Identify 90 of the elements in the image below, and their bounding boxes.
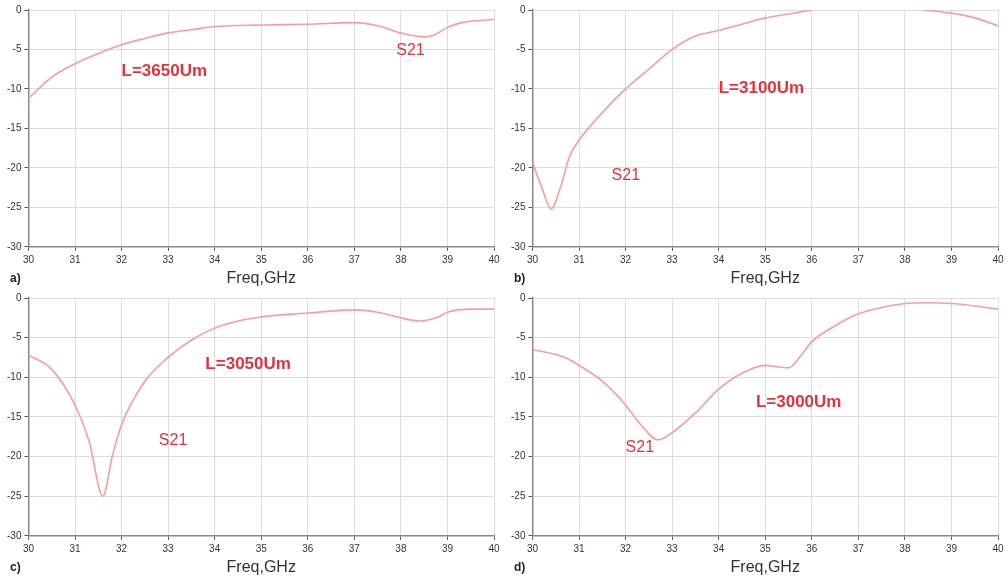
y-tick-label: -10 xyxy=(7,371,22,383)
y-tick-label: -5 xyxy=(516,331,526,343)
x-tick-label: 36 xyxy=(302,542,314,554)
y-tick-label: -25 xyxy=(511,489,526,501)
x-tick-label: 35 xyxy=(255,253,268,265)
x-tick-label: 38 xyxy=(899,253,911,265)
x-tick-label: 36 xyxy=(806,542,818,554)
x-axis-title: Freq,GHz xyxy=(730,268,800,286)
x-tick-label: 32 xyxy=(620,542,632,554)
y-tick-label: -15 xyxy=(511,122,526,134)
y-tick-label: -25 xyxy=(511,201,526,213)
x-tick-label: 30 xyxy=(526,542,539,554)
x-tick-label: 39 xyxy=(945,542,958,554)
y-tick-label: 0 xyxy=(15,291,22,303)
annotation: L=3050Um xyxy=(205,354,291,374)
x-tick-label: 39 xyxy=(945,253,958,265)
x-tick-label: 31 xyxy=(69,542,82,554)
x-tick-label: 33 xyxy=(162,253,175,265)
y-tick-label: -20 xyxy=(7,450,22,462)
x-tick-label: 33 xyxy=(666,542,679,554)
annotation: L=3100Um xyxy=(718,77,805,97)
x-tick-label: 40 xyxy=(992,253,1004,265)
x-tick-label: 32 xyxy=(620,253,632,265)
text: S21 xyxy=(611,166,641,184)
x-tick-label: 34 xyxy=(209,253,221,265)
y-tick-label: -15 xyxy=(511,410,526,422)
y-tick-label: -5 xyxy=(12,43,22,55)
series-label: S21 xyxy=(625,438,655,456)
x-tick-label: 31 xyxy=(69,253,82,265)
x-tick-label: 37 xyxy=(348,542,361,554)
y-tick-label: -20 xyxy=(511,161,526,173)
y-tick-label: -20 xyxy=(7,161,22,173)
x-tick-label: 40 xyxy=(488,253,500,265)
y-tick-label: -30 xyxy=(7,240,22,252)
x-tick-label: 34 xyxy=(713,253,725,265)
line-series xyxy=(28,18,494,100)
y-tick-label: -10 xyxy=(511,82,526,94)
x-tick-label: 38 xyxy=(395,253,407,265)
x-tick-label: 31 xyxy=(573,542,586,554)
text: d) xyxy=(514,560,526,574)
text: S21 xyxy=(158,431,188,449)
y-tick-label: 0 xyxy=(519,3,526,15)
x-tick-label: 34 xyxy=(209,542,221,554)
x-tick-label: 33 xyxy=(162,542,175,554)
annotation: L=3000Um xyxy=(755,392,842,412)
x-tick-label: 39 xyxy=(441,253,454,265)
y-tick-label: -10 xyxy=(7,82,22,94)
x-tick-label: 30 xyxy=(22,542,35,554)
y-tick-label: 0 xyxy=(519,291,526,303)
y-tick-label: -15 xyxy=(7,122,22,134)
text: b) xyxy=(514,271,526,285)
x-tick-label: 39 xyxy=(441,542,454,554)
x-axis-title: Freq,GHz xyxy=(226,557,296,575)
x-tick-label: 34 xyxy=(713,542,725,554)
x-tick-label: 36 xyxy=(302,253,314,265)
y-tick-label: -20 xyxy=(511,450,526,462)
annotation: L=3650Um xyxy=(121,61,208,81)
x-tick-label: 37 xyxy=(852,253,865,265)
series-label: S21 xyxy=(396,40,425,58)
x-tick-label: 38 xyxy=(395,542,407,554)
x-tick-label: 40 xyxy=(992,542,1004,554)
y-tick-label: -15 xyxy=(7,410,22,422)
x-tick-label: 33 xyxy=(666,253,679,265)
x-tick-label: 31 xyxy=(573,253,586,265)
text: a) xyxy=(10,271,21,285)
x-tick-label: 35 xyxy=(255,542,268,554)
y-tick-label: -5 xyxy=(516,43,526,55)
x-tick-label: 35 xyxy=(759,542,772,554)
x-axis-title: Freq,GHz xyxy=(730,557,800,575)
y-tick-label: -30 xyxy=(511,529,526,541)
y-tick-label: 0 xyxy=(15,3,22,15)
x-tick-label: 32 xyxy=(116,253,128,265)
x-tick-label: 36 xyxy=(806,253,818,265)
x-tick-label: 38 xyxy=(899,542,911,554)
x-tick-label: 37 xyxy=(852,542,865,554)
y-tick-label: -25 xyxy=(7,201,22,213)
y-tick-label: -10 xyxy=(511,371,526,383)
x-tick-label: 32 xyxy=(116,542,128,554)
x-axis-title: Freq,GHz xyxy=(226,268,296,286)
line-series xyxy=(28,308,494,497)
x-tick-label: 35 xyxy=(759,253,772,265)
x-tick-label: 30 xyxy=(526,253,539,265)
x-tick-label: 37 xyxy=(348,253,361,265)
y-tick-label: -30 xyxy=(7,529,22,541)
y-tick-label: -30 xyxy=(511,240,526,252)
x-tick-label: 30 xyxy=(22,253,35,265)
y-tick-label: -25 xyxy=(7,489,22,501)
x-tick-label: 40 xyxy=(488,542,500,554)
text: c) xyxy=(10,560,21,574)
y-tick-label: -5 xyxy=(12,331,22,343)
